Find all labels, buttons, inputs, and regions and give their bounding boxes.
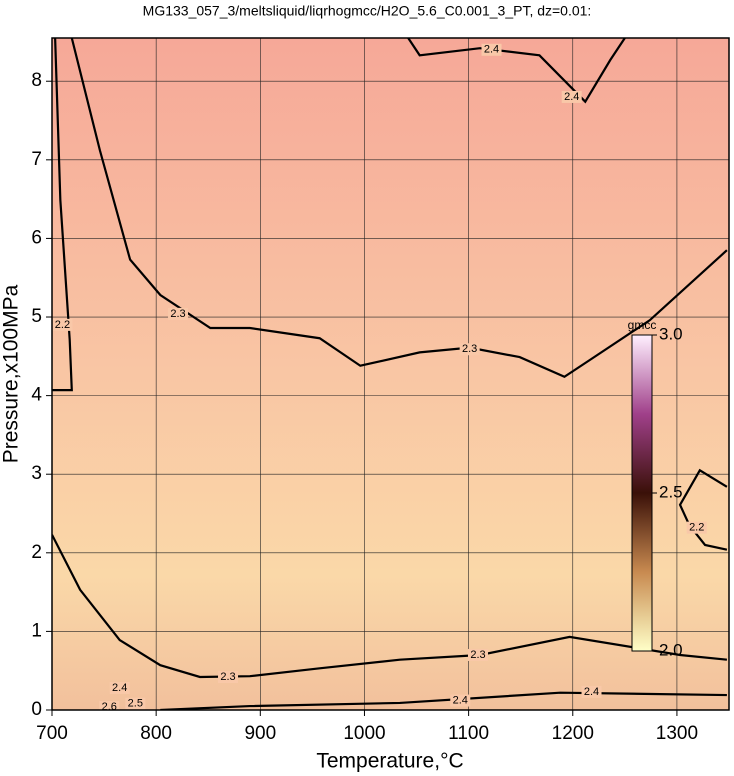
contour-label-bg [481,43,502,56]
contour-label: 2.2 [55,319,70,331]
contour-label: 2.4 [484,44,499,56]
colorbar-label: gmcc [628,318,657,332]
x-tick-label: 1000 [343,723,385,744]
y-tick-label: 0 [31,699,42,720]
chart-title: MG133_057_3/meltsliquid/liqrhogmcc/H2O_5… [143,3,592,19]
y-tick-label: 6 [31,227,42,248]
x-tick-label: 800 [140,723,172,744]
contours: 2.3 2.3 2.3 2.3 2.4 2.4 2.4 2.4 2.4 2.2 2.2 2.5 2.6 [52,38,728,713]
x-tick-label: 1100 [448,723,489,744]
contour-label-bg [561,90,582,103]
contour-label-bg [450,694,471,707]
y-tick-label: 2 [31,542,42,563]
colorbar-tick-label: 2.5 [659,482,683,501]
x-tick-label: 1200 [552,723,594,744]
contour-label: 2.5 [128,698,143,710]
colorbar-tick-label: 3.0 [659,324,683,343]
contour-label-bg [109,681,130,694]
contour-line [678,468,728,551]
contour-label: 2.3 [470,649,485,661]
y-tick-label: 7 [31,149,42,170]
contour-label: 2.4 [584,686,599,698]
y-axis-label: Pressure,x100MPa [0,284,23,463]
contour-label-bg [459,343,480,356]
contour-label-bg [99,700,120,710]
plot-background [52,38,729,710]
y-tick-label: 8 [31,70,42,91]
contour-label: 2.3 [170,308,185,320]
contour-label-bg [218,670,239,683]
contour-line [52,534,728,679]
y-tick-label: 5 [31,306,42,327]
contour-label-bg [168,307,189,320]
x-axis-label: Temperature,°C [316,750,463,773]
contour-label-bg [125,697,146,710]
plot-frame [51,37,730,711]
y-tick-label: 1 [31,620,42,641]
y-tick-label: 4 [31,385,42,406]
colorbar-tick-label: 2.0 [659,640,683,659]
contour-label-bg [52,318,73,331]
contour-label-bg [467,648,488,661]
contour-label: 2.2 [689,522,704,534]
x-tick-label: 1300 [656,723,698,744]
colorbar [631,334,653,652]
x-tick-label: 900 [244,723,276,744]
contour-line [70,38,728,378]
contour-label: 2.4 [564,91,579,103]
contour-label: 2.4 [453,694,468,706]
contour-label: 2.3 [220,671,235,683]
contour-label-bg [686,521,707,534]
contour-label: 2.4 [112,682,127,694]
contour-line [407,38,626,104]
contour-line [52,38,73,392]
contour-label-bg [581,685,602,698]
contour-label: 2.6 [102,701,117,713]
x-tick-label: 700 [36,723,68,744]
contour-line [160,691,727,710]
y-tick-label: 3 [31,463,42,484]
contour-label: 2.3 [462,343,477,355]
